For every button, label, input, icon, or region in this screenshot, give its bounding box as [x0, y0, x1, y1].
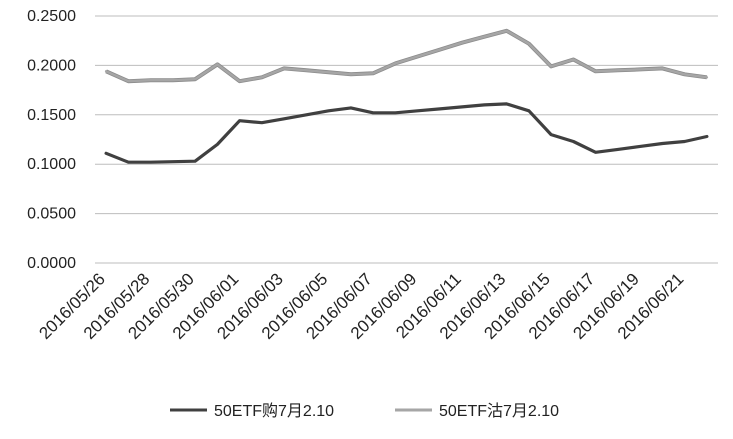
y-axis-ticks: 0.0000 0.0500 0.1000 0.1500 0.2000 0.2500	[27, 8, 76, 272]
series-lines	[104, 28, 709, 164]
legend: 50ETF购7月2.10 50ETF沽7月2.10	[170, 402, 559, 420]
y-tick-label: 0.2500	[27, 8, 76, 25]
series-line-2	[104, 29, 709, 83]
y-tick-label: 0.2000	[27, 57, 76, 74]
legend-label-series-2: 50ETF沽7月2.10	[439, 402, 559, 420]
legend-label-series-1: 50ETF购7月2.10	[214, 402, 334, 420]
gridlines	[95, 15, 718, 264]
series-line-2-outline	[105, 28, 708, 84]
series-line-1	[104, 102, 709, 164]
x-axis-ticks: 2016/05/262016/05/282016/05/302016/06/01…	[35, 269, 687, 343]
y-tick-label: 0.0500	[27, 206, 76, 223]
y-tick-label: 0.0000	[27, 255, 76, 272]
y-tick-label: 0.1500	[27, 107, 76, 124]
y-tick-label: 0.1000	[27, 156, 76, 173]
